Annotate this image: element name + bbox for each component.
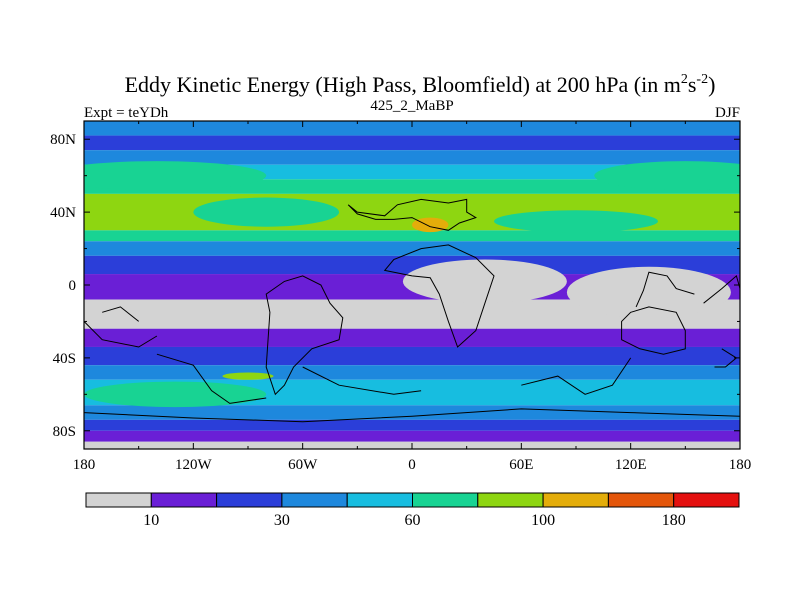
colorbar-box-0 bbox=[85, 492, 152, 508]
coastline-11 bbox=[703, 275, 740, 304]
x-tick-label-6: 180 bbox=[729, 457, 752, 473]
field-band-6 bbox=[84, 230, 740, 242]
field-patch-4 bbox=[412, 217, 449, 233]
colorbar-box-4 bbox=[346, 492, 414, 508]
colorbar-box-1 bbox=[150, 492, 218, 508]
experiment-label: Expt = teYDh bbox=[84, 105, 169, 121]
chart-title: Eddy Kinetic Energy (High Pass, Bloomfie… bbox=[125, 72, 716, 97]
colorbar-label-3: 100 bbox=[531, 512, 555, 529]
x-axis: 180 120W 60W 0 60E 120E 180 bbox=[73, 121, 752, 473]
colorbar-label-2: 60 bbox=[405, 512, 421, 529]
coastline-12 bbox=[102, 306, 140, 322]
coastline-7 bbox=[156, 353, 267, 404]
colorbar: 10 30 60 100 180 bbox=[85, 492, 740, 529]
x-tick-label-5: 120E bbox=[615, 457, 647, 473]
field-band-1 bbox=[84, 135, 740, 151]
run-label: 425_2_MaBP bbox=[370, 98, 453, 114]
coastline-2 bbox=[383, 244, 495, 348]
colorbar-box-8 bbox=[607, 492, 675, 508]
field-patch-1 bbox=[594, 161, 740, 191]
field-patch-0 bbox=[84, 161, 267, 191]
season-label: DJF bbox=[715, 105, 740, 121]
x-tick-label-2: 60W bbox=[288, 457, 318, 473]
y-tick-label-0: 80N bbox=[50, 132, 76, 148]
colorbar-box-9 bbox=[673, 492, 740, 508]
x-tick-label-0: 180 bbox=[73, 457, 96, 473]
colorbar-box-7 bbox=[542, 492, 609, 508]
y-tick-label-1: 40N bbox=[50, 205, 76, 221]
field-patch-8 bbox=[222, 372, 274, 380]
coastline-5 bbox=[84, 408, 740, 423]
coastline-10 bbox=[635, 271, 695, 308]
coastline-3 bbox=[621, 306, 686, 355]
field-patch-3 bbox=[494, 210, 658, 233]
eke-field bbox=[84, 121, 740, 449]
coastline-9 bbox=[521, 357, 632, 395]
colorbar-label-0: 10 bbox=[143, 512, 159, 529]
land-outlines bbox=[84, 198, 740, 423]
field-band-17 bbox=[84, 430, 740, 442]
field-band-13 bbox=[84, 365, 740, 380]
colorbar-box-6 bbox=[477, 492, 544, 508]
coastline-1 bbox=[265, 275, 344, 396]
colorbar-label-4: 180 bbox=[662, 512, 686, 529]
x-tick-label-4: 60E bbox=[509, 457, 533, 473]
field-patch-5 bbox=[402, 259, 567, 304]
field-band-2 bbox=[84, 150, 740, 165]
colorbar-label-1: 30 bbox=[274, 512, 290, 529]
coastline-0 bbox=[347, 198, 477, 231]
colorbar-box-3 bbox=[281, 492, 348, 508]
field-patch-7 bbox=[84, 381, 267, 408]
y-tick-label-2: 0 bbox=[69, 278, 77, 294]
field-band-0 bbox=[84, 121, 740, 136]
x-tick-label-1: 120W bbox=[175, 457, 213, 473]
field-band-12 bbox=[84, 346, 740, 366]
coastline-4 bbox=[714, 348, 738, 368]
y-axis: 80N 40N 0 40S 80S bbox=[50, 132, 740, 440]
field-band-15 bbox=[84, 405, 740, 420]
coastline-8 bbox=[302, 366, 422, 395]
field-band-8 bbox=[84, 255, 740, 275]
y-tick-label-3: 40S bbox=[53, 351, 76, 367]
field-patch-2 bbox=[193, 197, 340, 227]
colorbar-box-5 bbox=[412, 492, 479, 508]
x-tick-label-3: 0 bbox=[408, 457, 416, 473]
colorbar-box-2 bbox=[216, 492, 283, 508]
field-band-11 bbox=[84, 328, 740, 347]
field-band-7 bbox=[84, 241, 740, 256]
y-tick-label-4: 80S bbox=[53, 424, 76, 440]
field-band-16 bbox=[84, 419, 740, 431]
coastline-6 bbox=[84, 321, 158, 348]
field-patch-6 bbox=[566, 266, 731, 318]
